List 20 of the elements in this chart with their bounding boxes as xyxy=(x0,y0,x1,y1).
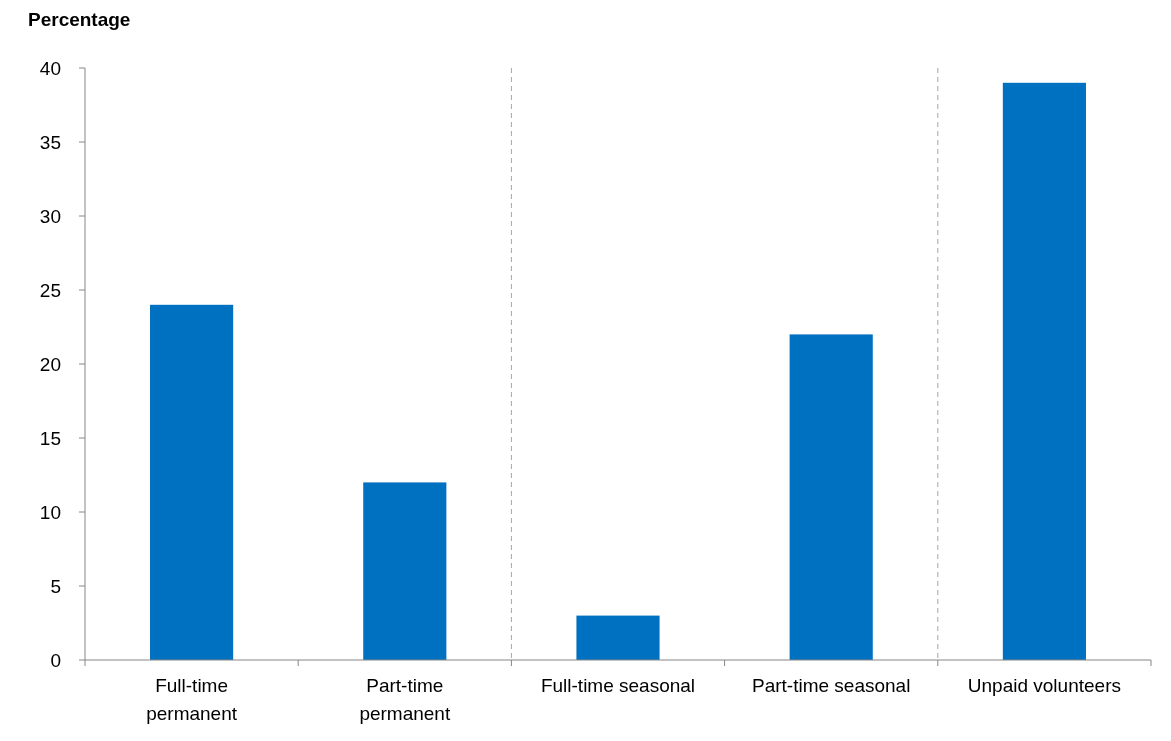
x-tick-label: Unpaid volunteers xyxy=(967,675,1121,696)
x-tick-label: Full-time permanent xyxy=(146,675,238,724)
y-tick-label: 10 xyxy=(39,501,61,523)
x-tick-label: Full-time seasonal xyxy=(540,675,696,696)
y-tick-label: 25 xyxy=(39,279,61,301)
bar xyxy=(789,334,873,660)
y-tick-label: 35 xyxy=(39,131,61,153)
y-tick-label: 0 xyxy=(50,649,61,671)
x-tick-label: Part-time seasonal xyxy=(752,675,911,696)
x-tick-label: Part-time permanent xyxy=(359,675,451,724)
y-tick-label: 30 xyxy=(39,205,61,227)
bar xyxy=(363,482,447,660)
y-tick-label: 15 xyxy=(39,427,61,449)
y-tick-label: 20 xyxy=(39,353,61,375)
y-tick-label: 5 xyxy=(50,575,61,597)
y-axis-title: Percentage xyxy=(28,9,131,30)
y-tick-label: 40 xyxy=(39,57,61,79)
bar xyxy=(1002,82,1086,660)
bar xyxy=(576,615,660,660)
bar xyxy=(150,304,234,660)
